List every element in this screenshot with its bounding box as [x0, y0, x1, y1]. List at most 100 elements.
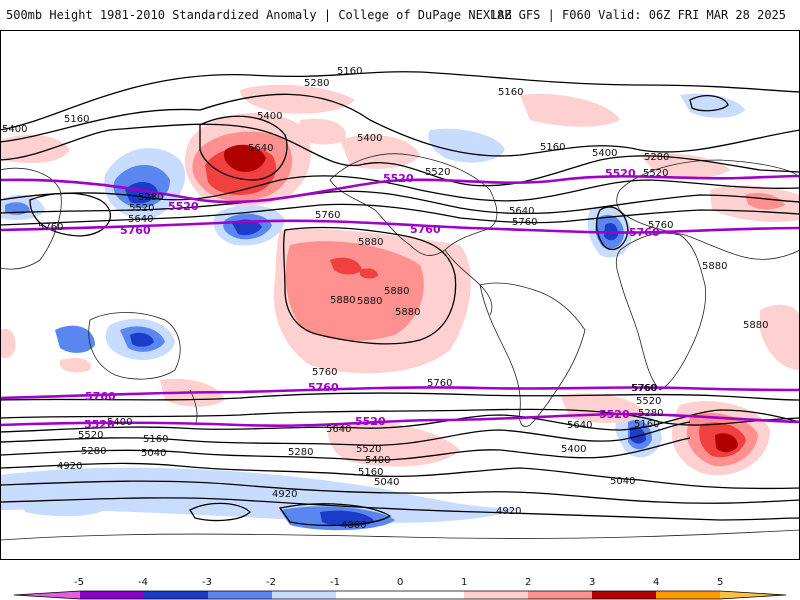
reference-label: 5760 [629, 226, 660, 239]
contour-label: 5520 [425, 167, 450, 178]
contour-label: 5280 [138, 192, 163, 203]
contour-label: 5520 [129, 203, 154, 214]
anomaly-map: 5160 5280 5400 5160 5160 5400 5640 5400 … [0, 30, 800, 560]
reference-contours [0, 174, 800, 427]
contour-label: 5880 [702, 261, 727, 272]
reference-labels: 5520 5520 5520 5760 5760 5760 5760 5760 … [84, 167, 660, 431]
colorbar-segment [656, 591, 720, 599]
contour-label: 5400 [561, 444, 586, 455]
colorbar-tick: 4 [653, 577, 659, 588]
colorbar-segment [208, 591, 272, 599]
reference-label: 5520 [599, 408, 630, 421]
contour-line [0, 392, 800, 401]
contour-label: 5760 [38, 222, 63, 233]
contour-label: 5400 [2, 124, 27, 135]
contour-line [0, 497, 800, 521]
contour-label: 5880 [357, 296, 382, 307]
contour-label: 5280 [81, 446, 106, 457]
contour-line [0, 190, 800, 215]
contour-label: 5400 [592, 148, 617, 159]
colorbar-segment [272, 591, 336, 599]
colorbar-tick: 3 [589, 577, 595, 588]
contour-label: 5880 [395, 307, 420, 318]
contour-label: 5760 [427, 378, 452, 389]
contour-label: 5760 [315, 210, 340, 221]
colorbar-segment [144, 591, 208, 599]
anomaly-colorbar: -5 -4 -3 -2 -1 0 1 2 3 4 5 [0, 570, 800, 600]
colorbar-tick: 5 [717, 577, 723, 588]
contour-label: 5280 [288, 447, 313, 458]
reference-line-5520-north [0, 174, 800, 204]
colorbar-segment [14, 591, 80, 599]
contour-label: 4920 [272, 489, 297, 500]
contour-label: 5880 [330, 295, 355, 306]
contour-label: 5520 [643, 168, 668, 179]
contour-label: 5160 [64, 114, 89, 125]
colorbar-segment [80, 591, 144, 599]
contour-label: 5160 [143, 434, 168, 445]
contour-label: 5520 [78, 430, 103, 441]
reference-label: 5520 [383, 172, 414, 185]
contour-line [0, 437, 691, 461]
contour-label: 4920 [57, 461, 82, 472]
antarctica-coast [0, 529, 800, 541]
colorbar-segment [464, 591, 528, 599]
contour-label: 5880 [384, 286, 409, 297]
contour-line [0, 71, 800, 131]
contour-line [199, 115, 288, 181]
contour-label: 5280 [638, 408, 663, 419]
colorbar-outline [13, 590, 787, 600]
contour-label: 5880 [358, 237, 383, 248]
colorbar-tick: -3 [202, 577, 212, 588]
reference-label: 5520 [355, 415, 386, 428]
contour-label: 5520 [636, 396, 661, 407]
reference-label: 5520 [168, 200, 199, 213]
contour-label: 5520 [356, 444, 381, 455]
contour-label: 5160 [337, 66, 362, 77]
map-title: 500mb Height 1981-2010 Standardized Anom… [6, 8, 512, 22]
reference-label: 5760 [308, 381, 339, 394]
contour-label: 5760 [648, 220, 673, 231]
contour-label: 4800 [341, 520, 366, 531]
colorbar-segments [13, 590, 787, 600]
contour-line [189, 502, 251, 522]
positive-anomaly-shading [0, 84, 800, 476]
contour-line [0, 480, 800, 504]
contour-line [0, 203, 800, 226]
reference-label: 5520 [84, 418, 115, 431]
contour-line [283, 226, 457, 345]
colorbar-tick: -1 [330, 577, 340, 588]
reference-line-5760-north [0, 219, 800, 234]
contour-label: 5760 [631, 383, 656, 394]
contour-line [0, 409, 800, 433]
contour-line [0, 175, 800, 202]
reference-label: 5760 [85, 390, 116, 403]
contour-label: 5160 [540, 142, 565, 153]
contour-label: 5160 [358, 467, 383, 478]
africa-coast [615, 232, 707, 391]
contour-label: 5640 [248, 143, 273, 154]
contour-label: 5640 [128, 214, 153, 225]
contour-label: 5280 [644, 152, 669, 163]
colorbar-tick: 1 [461, 577, 467, 588]
reference-label: 5760 [120, 224, 151, 237]
colorbar-tick: -4 [138, 577, 148, 588]
colorbar-segment [528, 591, 592, 599]
title-bar: 500mb Height 1981-2010 Standardized Anom… [0, 0, 800, 30]
height-contours [0, 71, 800, 527]
contour-label: 5040 [141, 448, 166, 459]
east-asia-coast [0, 167, 62, 270]
contour-label: 5160 [498, 87, 523, 98]
contour-label: 4920 [496, 506, 521, 517]
contour-label: 5040 [374, 477, 399, 488]
contour-label: 5760 [312, 367, 337, 378]
contour-line [689, 95, 729, 112]
colorbar-tick: 0 [397, 577, 403, 588]
contour-label: 5400 [357, 133, 382, 144]
reference-label: 5760 [410, 223, 441, 236]
reference-line-5520-south [0, 412, 800, 427]
colorbar-tick: -2 [266, 577, 276, 588]
north-america-coast [329, 153, 498, 256]
contour-line [0, 462, 800, 490]
contour-label: 5640 [509, 206, 534, 217]
